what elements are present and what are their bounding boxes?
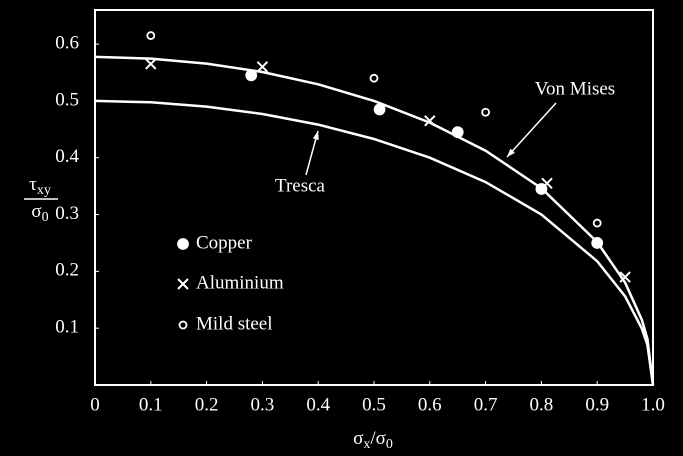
y-label-part: σ bbox=[31, 201, 41, 222]
marker-stroke bbox=[619, 271, 631, 283]
x-tick-label: 0.4 bbox=[306, 394, 330, 415]
marker-filled bbox=[373, 103, 386, 116]
marker-x bbox=[145, 58, 157, 70]
annotation-arrow bbox=[506, 102, 557, 158]
y-tick-label: 0.4 bbox=[55, 146, 79, 167]
legend-label: Mild steel bbox=[196, 313, 273, 334]
x-label-part: x bbox=[363, 437, 370, 452]
x-tick-label: 0.7 bbox=[474, 394, 498, 415]
y-tick-label: 0.3 bbox=[55, 203, 79, 224]
marker-x bbox=[177, 278, 189, 290]
y-tick-label: 0.6 bbox=[55, 32, 79, 53]
marker-open bbox=[178, 320, 188, 330]
y-tick-label: 0.2 bbox=[55, 260, 79, 281]
legend-label: Aluminium bbox=[196, 272, 284, 293]
x-label-part: σ bbox=[353, 428, 363, 449]
x-tick-label: 0.9 bbox=[585, 394, 609, 415]
x-label-part: 0 bbox=[386, 437, 393, 452]
x-label-part: /σ bbox=[370, 428, 386, 449]
marker-x bbox=[541, 177, 553, 190]
arrow-head bbox=[507, 148, 515, 157]
marker-open bbox=[481, 107, 491, 117]
curve bbox=[94, 55, 655, 386]
marker-open bbox=[369, 73, 379, 83]
y-label-part: τ bbox=[29, 174, 37, 195]
marker-stroke bbox=[256, 61, 269, 73]
x-tick-label: 0.1 bbox=[139, 394, 163, 415]
x-axis-label: σx/σ0 bbox=[353, 428, 393, 452]
marker-filled bbox=[177, 238, 189, 250]
marker-stroke bbox=[424, 115, 436, 127]
y-axis-label-numerator: τxy bbox=[29, 174, 51, 198]
marker-open bbox=[592, 218, 602, 228]
marker-x bbox=[619, 271, 631, 283]
marker-filled bbox=[591, 237, 604, 249]
curve bbox=[94, 99, 655, 386]
marker-stroke bbox=[145, 58, 157, 70]
legend-label: Copper bbox=[196, 232, 253, 253]
x-tick-label: 0.3 bbox=[251, 394, 275, 415]
marker-open bbox=[146, 31, 156, 40]
marker-stroke bbox=[177, 278, 189, 290]
x-tick-label: 1.0 bbox=[641, 394, 665, 415]
curve-label: Von Mises bbox=[535, 78, 615, 99]
y-label-part: 0 bbox=[42, 210, 49, 225]
x-tick-label: 0.5 bbox=[362, 394, 386, 415]
x-tick-label: 0.6 bbox=[418, 394, 442, 415]
marker-filled bbox=[245, 69, 258, 82]
marker-x bbox=[256, 61, 269, 73]
marker-filled bbox=[451, 126, 464, 139]
plot-frame bbox=[94, 9, 654, 386]
x-tick-label: 0.2 bbox=[195, 394, 219, 415]
y-tick-label: 0.1 bbox=[55, 317, 79, 338]
marker-x bbox=[424, 115, 436, 127]
marker-stroke bbox=[541, 177, 553, 190]
x-tick-label: 0 bbox=[90, 394, 100, 415]
curve-label: Tresca bbox=[275, 175, 326, 196]
y-tick-label: 0.5 bbox=[55, 89, 79, 110]
y-axis-label-denominator: σ0 bbox=[31, 201, 48, 225]
arrow-head bbox=[312, 131, 319, 140]
y-label-part: xy bbox=[37, 183, 51, 198]
x-tick-label: 0.8 bbox=[530, 394, 554, 415]
